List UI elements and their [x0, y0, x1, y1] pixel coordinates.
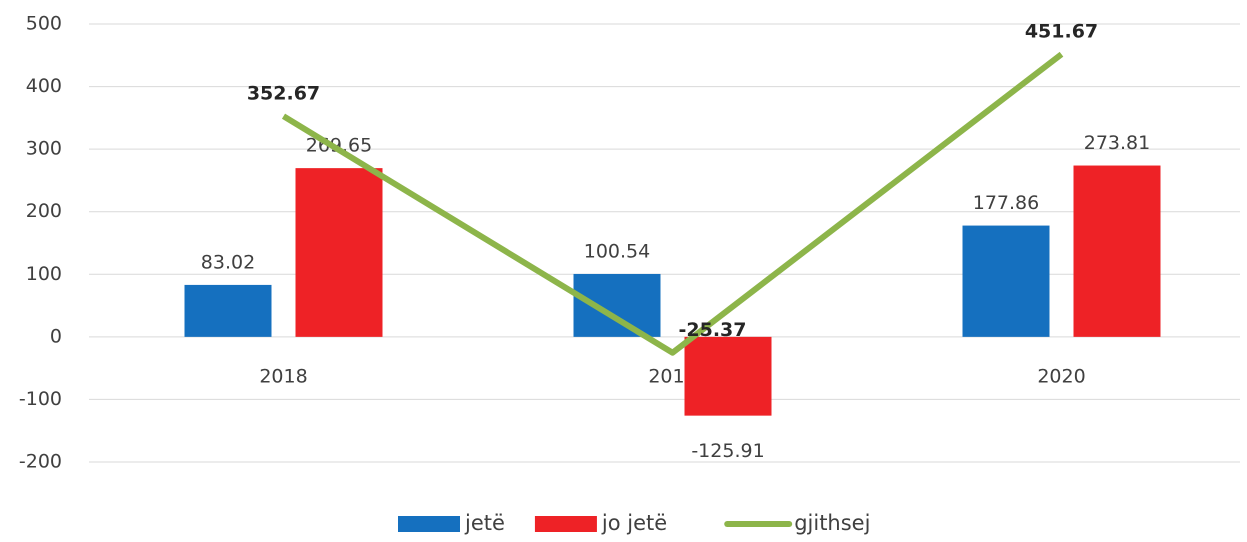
bar: [1073, 165, 1161, 337]
data-label: -125.91: [691, 440, 764, 462]
bar: [295, 168, 383, 337]
data-label: 352.67: [247, 83, 320, 105]
data-label: 451.67: [1025, 21, 1098, 43]
data-label: 100.54: [584, 240, 650, 262]
x-tick-label: 2020: [1037, 365, 1085, 387]
bar: [184, 284, 272, 337]
data-label: 177.86: [973, 192, 1039, 214]
legend-label: jetë: [464, 511, 505, 535]
bar: [573, 273, 661, 337]
y-tick-label: -200: [19, 451, 62, 473]
bar: [962, 225, 1050, 337]
data-label: 83.02: [201, 251, 255, 273]
line: [281, 51, 1064, 356]
legend-label: jo jetë: [601, 511, 667, 535]
legend-swatch: [534, 516, 597, 532]
y-tick-label: 200: [26, 200, 62, 222]
y-tick-label: 0: [50, 325, 62, 347]
y-tick-label: 400: [26, 75, 62, 97]
y-tick-label: 100: [26, 263, 62, 285]
y-tick-label: 500: [26, 13, 62, 35]
data-label: 273.81: [1084, 132, 1150, 154]
legend-label: gjithsej: [794, 511, 870, 535]
data-label: -25.37: [679, 319, 747, 341]
y-tick-label: -100: [19, 388, 62, 410]
x-tick-label: 2018: [259, 365, 307, 387]
y-tick-label: 300: [26, 138, 62, 160]
bar: [684, 336, 772, 416]
legend-swatch: [398, 516, 460, 532]
